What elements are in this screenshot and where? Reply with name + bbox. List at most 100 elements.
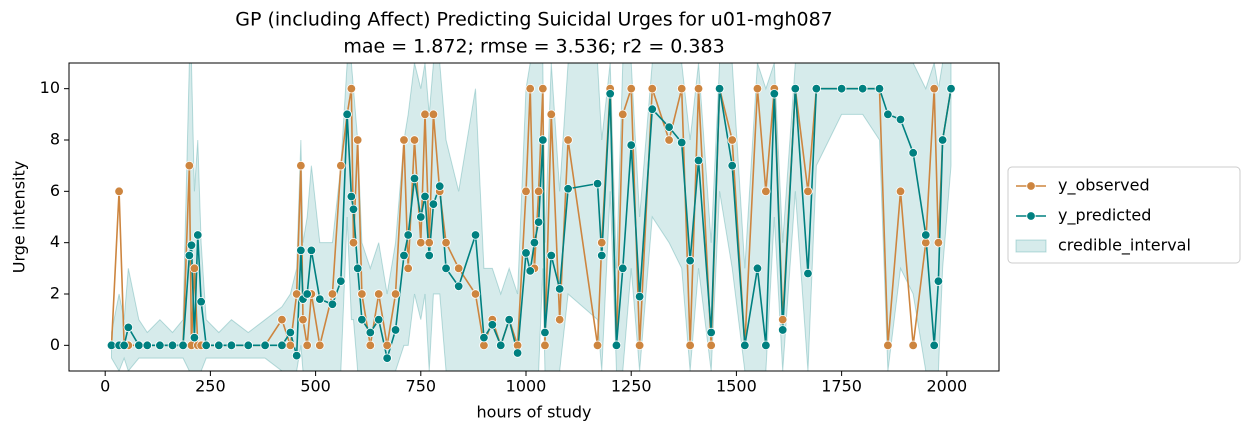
point (374, 289, 384, 299)
point (706, 327, 716, 338)
legend-label: y_predicted (1058, 206, 1151, 226)
point (374, 314, 384, 325)
point (424, 237, 434, 248)
point (119, 340, 129, 351)
point (315, 294, 325, 304)
point (521, 248, 531, 258)
x-tick-label: 750 (406, 377, 437, 396)
point (727, 135, 737, 145)
point (357, 314, 367, 325)
point (123, 322, 134, 333)
point (836, 83, 847, 94)
point (390, 289, 401, 299)
point (302, 340, 312, 351)
point (382, 340, 392, 351)
point (874, 83, 885, 94)
point (647, 83, 657, 94)
point (365, 327, 376, 338)
point (504, 314, 514, 325)
point (336, 160, 346, 171)
point (243, 340, 253, 351)
point (664, 122, 674, 132)
point (529, 237, 540, 248)
point (214, 340, 224, 351)
point (441, 237, 451, 248)
point (778, 325, 788, 335)
point (533, 217, 544, 227)
point (441, 263, 451, 274)
point (563, 135, 573, 145)
point (420, 191, 430, 202)
plot-frame (68, 62, 1000, 372)
point (752, 83, 763, 94)
point (416, 212, 426, 222)
point (626, 140, 636, 150)
point (167, 340, 178, 351)
x-tick-label: 1000 (506, 377, 547, 396)
point (778, 314, 788, 325)
y-tick-label: 6 (50, 181, 60, 200)
legend-label: y_observed (1058, 176, 1150, 196)
point (114, 186, 124, 197)
point (428, 199, 439, 209)
point (342, 109, 352, 120)
point (327, 289, 338, 299)
point (424, 250, 434, 261)
point (479, 332, 489, 343)
point (592, 178, 603, 189)
point (693, 83, 704, 94)
point (803, 268, 813, 279)
point (597, 237, 607, 248)
point (352, 263, 363, 274)
point (933, 237, 944, 248)
x-axis-label: hours of study (477, 403, 592, 422)
legend: y_observed y_predicted credible_interval (1007, 166, 1241, 264)
point (929, 340, 939, 351)
point (546, 109, 556, 120)
point (302, 289, 312, 299)
legend-swatch (1015, 239, 1047, 253)
point (908, 148, 918, 158)
point (714, 83, 725, 94)
point (346, 83, 357, 94)
point (611, 340, 622, 351)
x-tick-label: 1250 (611, 377, 652, 396)
point (285, 340, 296, 351)
point (306, 245, 317, 256)
y-tick-label: 2 (50, 284, 60, 303)
point (618, 109, 628, 120)
point (496, 340, 506, 351)
point (196, 297, 206, 307)
point (470, 230, 481, 240)
y-tick-label: 8 (50, 130, 60, 149)
point (727, 160, 737, 171)
point (908, 340, 918, 351)
point (327, 299, 338, 309)
x-tick-label: 1750 (821, 377, 862, 396)
y-axis-label: Urge intensity (10, 161, 29, 273)
point (626, 83, 636, 94)
chart-subtitle: mae = 1.872; rmse = 3.536; r2 = 0.383 (343, 36, 724, 58)
point (346, 191, 357, 202)
point (761, 186, 771, 197)
point (315, 340, 325, 351)
x-tick-label: 0 (100, 377, 110, 396)
point (540, 327, 550, 338)
legend-marker (1026, 181, 1036, 191)
point (803, 186, 813, 197)
point (895, 186, 906, 197)
point (769, 89, 779, 99)
point (399, 135, 409, 145)
point (178, 340, 188, 351)
point (525, 83, 535, 94)
point (277, 314, 287, 325)
point (857, 83, 868, 94)
point (933, 276, 944, 286)
point (634, 340, 645, 351)
point (546, 250, 556, 261)
point (740, 340, 750, 351)
point (533, 186, 544, 197)
point (189, 263, 200, 274)
point (929, 83, 939, 94)
point (790, 83, 801, 94)
